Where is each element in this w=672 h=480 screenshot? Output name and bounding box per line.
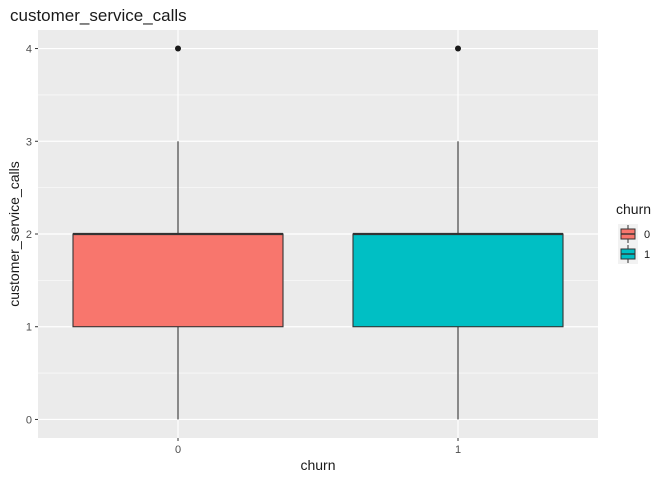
y-tick-label: 3	[26, 136, 32, 148]
y-tick-label: 1	[26, 322, 32, 334]
y-tick-label: 2	[26, 229, 32, 241]
y-axis-title: customer_service_calls	[6, 161, 22, 307]
box-body	[352, 233, 564, 328]
x-axis-title: churn	[300, 457, 335, 473]
outlier-point	[455, 45, 461, 52]
legend-title: churn	[616, 201, 651, 217]
chart-title: customer_service_calls	[10, 6, 187, 25]
x-tick-label: 1	[455, 444, 461, 456]
box-body	[72, 233, 284, 328]
outlier-point	[175, 45, 181, 52]
y-tick-label: 4	[26, 44, 32, 56]
legend-entries: 01	[618, 224, 650, 264]
x-tick-label: 0	[175, 444, 181, 456]
y-tick-label: 0	[26, 414, 32, 426]
legend-label: 0	[644, 229, 650, 241]
box-0	[72, 45, 284, 420]
box-1	[352, 45, 564, 420]
legend-item-1: 1	[618, 244, 650, 264]
boxes	[72, 45, 564, 420]
legend: churn 01	[616, 201, 651, 264]
legend-label: 1	[644, 249, 650, 261]
legend-item-0: 0	[618, 224, 650, 244]
y-axis: 0 1 2 3 4	[26, 44, 38, 426]
